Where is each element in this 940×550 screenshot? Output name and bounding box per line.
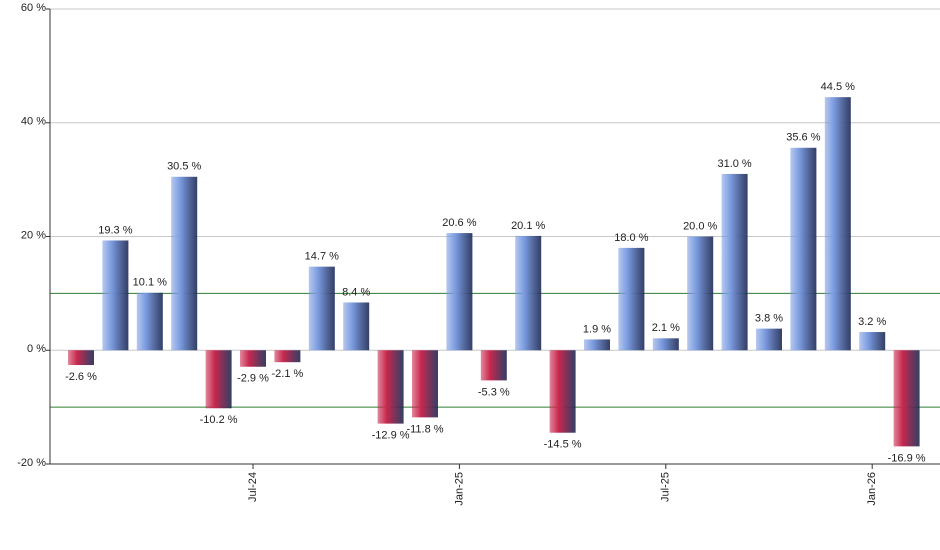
x-tick-label: Jan-26 (866, 472, 878, 506)
y-tick-label: -20 % (17, 457, 46, 469)
bar (687, 236, 714, 351)
x-tick-label: Jul-25 (660, 472, 672, 502)
bar (136, 292, 163, 351)
data-label: 19.3 % (98, 224, 132, 236)
bar (824, 97, 851, 351)
data-label: 18.0 % (614, 232, 648, 244)
bar (790, 147, 817, 351)
bar (102, 240, 129, 351)
bar (343, 302, 370, 351)
data-label: 8.4 % (342, 286, 370, 298)
bar (859, 332, 886, 351)
data-label: -2.9 % (237, 373, 269, 385)
bar (171, 176, 198, 351)
bar (412, 350, 438, 418)
bar (756, 328, 782, 351)
y-tick-label: 20 % (21, 229, 46, 241)
data-label: 2.1 % (652, 322, 680, 334)
bar (205, 350, 232, 409)
x-tick-label: Jan-25 (453, 472, 465, 506)
data-label: -12.9 % (372, 430, 410, 442)
x-tick-label: Jul-24 (247, 472, 259, 502)
bar (446, 233, 473, 351)
data-label: 3.2 % (858, 316, 886, 328)
data-label: 20.6 % (442, 217, 476, 229)
bar (515, 235, 542, 351)
bar (549, 350, 576, 433)
bar (480, 350, 507, 381)
data-label: -16.9 % (888, 452, 926, 464)
data-label: 1.9 % (583, 323, 611, 335)
bar (721, 173, 748, 351)
bar (68, 350, 94, 366)
bar (652, 338, 679, 351)
bar (618, 247, 645, 351)
data-label: 10.1 % (133, 277, 167, 289)
data-label: -2.1 % (272, 368, 304, 380)
bar (240, 350, 266, 367)
data-label: 20.0 % (683, 220, 717, 232)
bar (274, 350, 301, 363)
bar (377, 350, 404, 424)
data-label: 35.6 % (786, 132, 820, 144)
data-label: 31.0 % (717, 158, 751, 170)
data-label: -5.3 % (478, 386, 510, 398)
y-tick-label: 40 % (21, 116, 46, 128)
data-label: -10.2 % (200, 414, 238, 426)
data-label: -14.5 % (544, 439, 582, 451)
y-tick-label: 0 % (27, 343, 46, 355)
bar (893, 350, 920, 447)
data-label: 14.7 % (305, 251, 339, 263)
data-label: 30.5 % (167, 161, 201, 173)
data-label: 3.8 % (755, 313, 783, 325)
data-label: -2.6 % (65, 371, 97, 383)
y-tick-label: 60 % (21, 2, 46, 14)
data-label: -11.8 % (406, 423, 443, 435)
bar (584, 339, 610, 351)
data-label: 20.1 % (511, 220, 545, 232)
data-label: 44.5 % (821, 81, 855, 93)
bar (308, 266, 335, 351)
